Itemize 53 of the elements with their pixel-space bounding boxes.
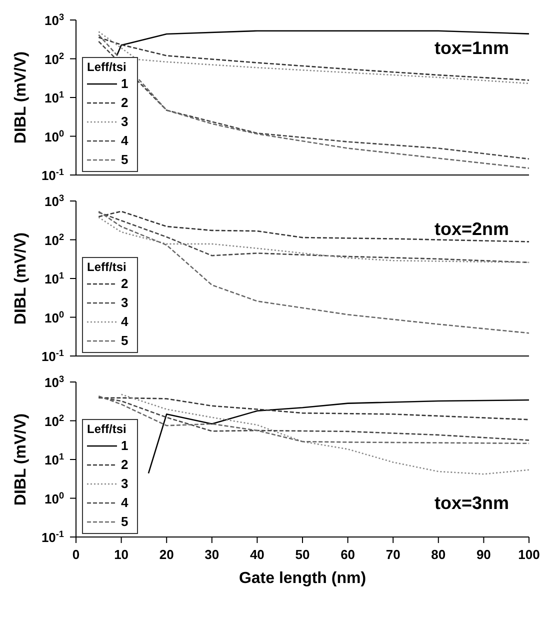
y-tick-label: 10$^{3}$: [44, 374, 64, 390]
x-tick-label: 20: [159, 547, 174, 562]
y-tick-label: 10$^{0}$: [44, 128, 64, 144]
y-tick-label: 10$^{-1}$: [41, 348, 64, 364]
y-tick-label: 10$^{1}$: [44, 270, 64, 286]
legend-label: 5: [121, 514, 128, 529]
x-tick-label: 40: [250, 547, 264, 562]
y-tick-label: 10$^{0}$: [44, 309, 64, 326]
legend-label: 3: [121, 295, 128, 310]
y-tick-label: 10$^{3}$: [44, 12, 64, 28]
y-axis-title: DIBL (mV/V): [12, 413, 30, 506]
legend-label: 4: [121, 133, 128, 148]
y-tick-label: 10$^{2}$: [44, 232, 64, 248]
x-tick-label: 0: [72, 547, 80, 562]
y-tick-label: 10$^{1}$: [44, 90, 64, 106]
legend-label: 4: [121, 314, 128, 329]
x-tick-label: 50: [295, 547, 310, 562]
y-tick-label: 10$^{0}$: [44, 490, 64, 506]
annotation: tox=2nm: [434, 219, 509, 239]
y-tick-label: 10$^{1}$: [44, 452, 64, 468]
annotation: tox=3nm: [434, 493, 509, 513]
legend-label: 3: [121, 114, 128, 129]
x-axis-title: Gate length (nm): [238, 570, 366, 587]
legend-title: Leff/tsi: [87, 260, 128, 274]
x-tick-label: 70: [386, 547, 400, 562]
legend-label: 1: [121, 438, 128, 453]
y-tick-label: 10$^{3}$: [44, 193, 64, 209]
annotation: tox=1nm: [434, 38, 509, 58]
legend-title: Leff/tsi: [87, 60, 128, 74]
x-tick-label: 60: [340, 547, 356, 562]
legend-label: 2: [121, 276, 128, 291]
y-tick-label: 10$^{-1}$: [41, 529, 64, 545]
line-series: [98, 210, 529, 242]
legend-title: Leff/tsi: [87, 422, 128, 436]
legend-label: 2: [121, 457, 128, 472]
legend-label: 3: [121, 476, 128, 491]
x-tick-label: 80: [431, 547, 446, 562]
x-tick-label: 100: [518, 547, 540, 562]
x-tick-label: 90: [476, 547, 491, 562]
legend-label: 2: [121, 95, 128, 110]
legend-label: 5: [121, 152, 128, 167]
x-tick-label: 30: [204, 547, 220, 562]
x-tick-label: 10: [114, 547, 129, 562]
legend-label: 5: [121, 333, 128, 348]
y-axis-title: DIBL (mV/V): [12, 51, 30, 144]
y-tick-label: 10$^{2}$: [44, 50, 64, 67]
y-tick-label: 10$^{2}$: [44, 412, 64, 429]
line-series: [116, 30, 529, 56]
y-tick-label: 10$^{-1}$: [41, 167, 64, 183]
y-axis-title: DIBL (mV/V): [12, 232, 30, 325]
legend-label: 1: [121, 76, 128, 91]
line-series: [98, 397, 529, 420]
legend-label: 4: [121, 495, 128, 510]
